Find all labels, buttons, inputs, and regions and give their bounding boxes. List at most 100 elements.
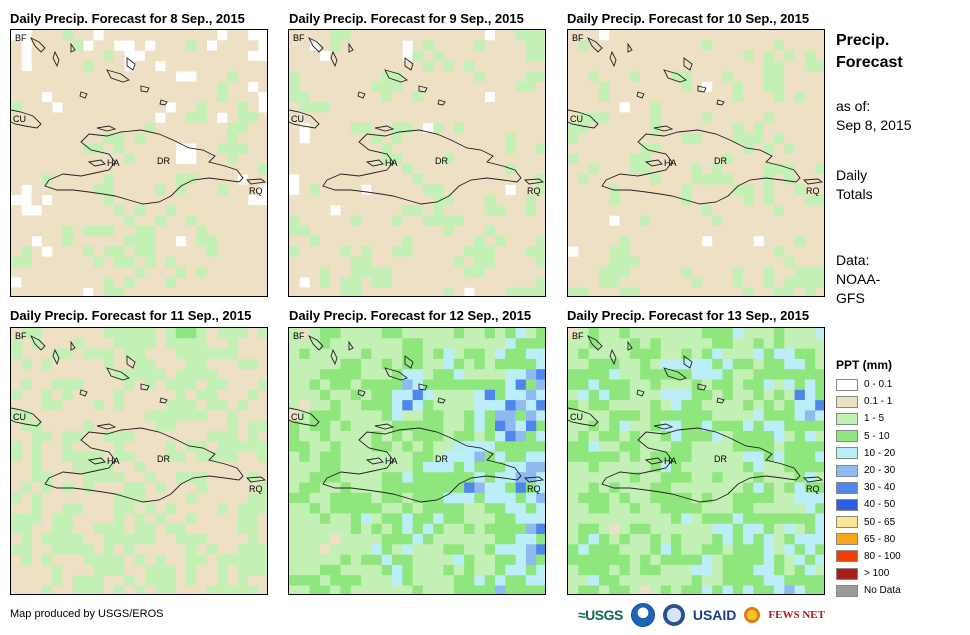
precip-cell xyxy=(114,102,125,113)
precip-cell xyxy=(103,50,115,62)
precip-cell xyxy=(671,266,682,278)
precip-cell xyxy=(319,256,331,268)
precip-cell xyxy=(774,513,785,524)
precip-cell xyxy=(299,205,310,216)
precip-cell xyxy=(722,30,734,41)
precip-cell xyxy=(392,585,403,594)
precip-cell xyxy=(453,338,465,349)
precip-cell xyxy=(443,338,455,349)
precip-cell xyxy=(443,513,455,524)
precip-cell xyxy=(443,194,455,206)
precip-cell xyxy=(525,410,537,421)
precip-cell xyxy=(784,174,795,185)
precip-cell xyxy=(155,266,166,278)
precip-cell xyxy=(505,338,516,349)
precip-cell xyxy=(433,379,444,391)
precip-cell xyxy=(536,184,545,196)
precip-cell xyxy=(515,348,527,360)
precip-cell xyxy=(433,575,444,586)
precip-cell xyxy=(392,81,403,93)
precip-cell xyxy=(21,236,32,247)
precip-cell xyxy=(453,585,465,594)
precip-cell xyxy=(598,503,610,514)
precip-cell xyxy=(392,225,403,237)
precip-cell xyxy=(536,431,545,442)
precip-cell xyxy=(412,492,424,504)
precip-cell xyxy=(93,163,104,175)
precip-cell xyxy=(155,256,166,268)
legend-swatch xyxy=(836,430,858,443)
precip-cell xyxy=(175,544,187,555)
precip-cell xyxy=(206,143,218,154)
precip-cell xyxy=(83,236,94,247)
precip-cell xyxy=(62,194,74,206)
precip-cell xyxy=(774,554,785,566)
label-dr: DR xyxy=(435,454,448,464)
precip-cell xyxy=(381,277,393,288)
precip-cell xyxy=(206,102,218,113)
precip-cell xyxy=(629,40,641,51)
coastline xyxy=(159,99,168,106)
precip-cell xyxy=(114,472,125,483)
precip-cell xyxy=(299,81,310,93)
precip-cell xyxy=(763,266,775,278)
precip-cell xyxy=(505,358,516,370)
precip-cell xyxy=(196,358,207,370)
precip-cell xyxy=(371,236,382,247)
precip-cell xyxy=(350,143,362,154)
precip-cell xyxy=(83,461,94,473)
precip-cell xyxy=(433,472,444,483)
precip-cell xyxy=(671,184,682,196)
precip-cell xyxy=(743,102,754,113)
precip-cell xyxy=(671,400,682,411)
precip-cell xyxy=(206,461,218,473)
precip-cell xyxy=(402,338,413,349)
precip-cell xyxy=(640,554,651,566)
precip-cell xyxy=(609,71,620,82)
fews-sun-icon xyxy=(744,607,761,623)
precip-cell xyxy=(495,564,506,576)
precip-cell xyxy=(237,575,249,586)
precip-cell xyxy=(598,472,610,483)
precip-cell xyxy=(536,277,545,288)
precip-cell xyxy=(588,503,600,514)
precip-cell xyxy=(247,338,259,349)
precip-cell xyxy=(443,60,455,72)
precip-cell xyxy=(640,461,651,473)
precip-cell xyxy=(619,163,631,175)
precip-cell xyxy=(93,143,104,154)
precip-cell xyxy=(186,102,197,113)
precip-cell xyxy=(52,287,63,296)
precip-cell xyxy=(484,40,496,51)
precip-cell xyxy=(443,122,455,134)
precip-cell xyxy=(103,503,115,514)
precip-cell xyxy=(186,503,197,514)
precip-cell xyxy=(422,91,434,103)
precip-cell xyxy=(412,194,424,206)
precip-cell xyxy=(237,122,249,134)
precip-cell xyxy=(350,122,362,134)
precip-cell xyxy=(412,122,424,134)
precip-cell xyxy=(103,523,115,535)
precip-cell xyxy=(671,133,682,144)
precip-cell xyxy=(712,91,723,103)
precip-cell xyxy=(392,575,403,586)
precip-cell xyxy=(361,328,372,339)
precip-cell xyxy=(206,328,218,339)
precip-cell xyxy=(464,71,475,82)
precip-cell xyxy=(309,441,321,452)
precip-cell xyxy=(650,441,661,452)
precip-cell xyxy=(495,328,506,339)
precip-cell xyxy=(578,420,589,432)
precip-cell xyxy=(422,50,434,62)
precip-cell xyxy=(103,461,115,473)
precip-cell xyxy=(134,81,146,93)
precip-cell xyxy=(536,174,545,185)
precip-cell xyxy=(732,256,744,268)
precip-cell xyxy=(144,431,156,442)
precip-cell xyxy=(588,554,600,566)
precip-cell xyxy=(660,348,672,360)
precip-cell xyxy=(784,503,795,514)
